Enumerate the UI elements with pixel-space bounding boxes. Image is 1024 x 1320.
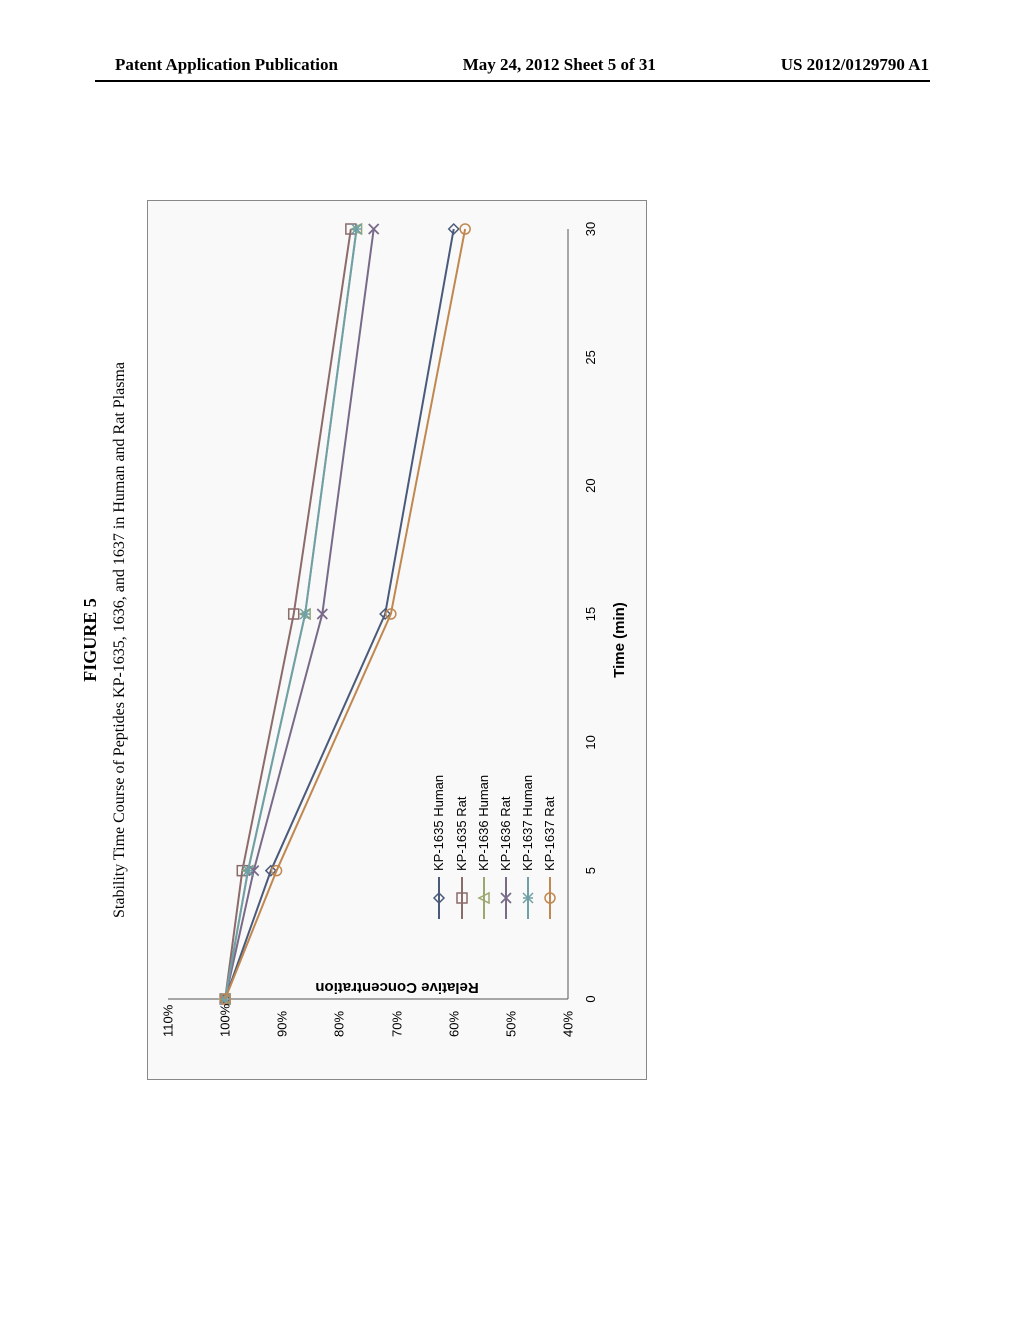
x-tick: 30 (583, 222, 598, 236)
legend-label: KP-1635 Human (428, 775, 450, 871)
legend-item: KP-1636 Human (473, 775, 495, 919)
y-tick: 110% (161, 1005, 176, 1037)
legend-item: KP-1636 Rat (495, 775, 517, 919)
x-tick: 25 (583, 350, 598, 364)
figure-container: FIGURE 5 Stability Time Course of Peptid… (80, 330, 980, 950)
legend-label: KP-1635 Rat (451, 797, 473, 871)
legend-marker (543, 877, 557, 919)
y-tick: 50% (503, 1011, 518, 1037)
x-tick: 10 (583, 735, 598, 749)
legend-label: KP-1637 Rat (539, 797, 561, 871)
legend-label: KP-1636 Rat (495, 797, 517, 871)
y-tick: 90% (275, 1011, 290, 1037)
x-axis-label: Time (min) (611, 602, 628, 678)
legend-item: KP-1635 Human (428, 775, 450, 919)
legend-label: KP-1637 Human (517, 775, 539, 871)
y-tick: 60% (446, 1011, 461, 1037)
figure-title: FIGURE 5 (80, 330, 101, 950)
legend-label: KP-1636 Human (473, 775, 495, 871)
legend-marker (477, 877, 491, 919)
y-tick: 100% (218, 1004, 233, 1037)
legend-item: KP-1635 Rat (451, 775, 473, 919)
x-tick: 0 (583, 995, 598, 1002)
y-tick: 80% (332, 1011, 347, 1037)
legend-marker (521, 877, 535, 919)
figure-subtitle: Stability Time Course of Peptides KP-163… (111, 330, 129, 950)
x-tick: 5 (583, 867, 598, 874)
header-right: US 2012/0129790 A1 (781, 55, 929, 75)
legend-item: KP-1637 Human (517, 775, 539, 919)
legend-marker (455, 877, 469, 919)
series-line (225, 229, 454, 999)
legend-marker (499, 877, 513, 919)
x-tick: 20 (583, 478, 598, 492)
x-tick: 15 (583, 607, 598, 621)
y-tick: 70% (389, 1011, 404, 1037)
series-line (225, 229, 356, 999)
header-center: May 24, 2012 Sheet 5 of 31 (463, 55, 656, 75)
header-left: Patent Application Publication (115, 55, 338, 75)
legend: KP-1635 HumanKP-1635 RatKP-1636 HumanKP-… (428, 775, 561, 919)
chart-box: Relative Concentration Time (min) 40%50%… (147, 200, 647, 1080)
y-tick: 40% (561, 1011, 576, 1037)
legend-marker (432, 877, 446, 919)
header-rule (95, 80, 930, 82)
legend-item: KP-1637 Rat (539, 775, 561, 919)
page-header: Patent Application Publication May 24, 2… (0, 55, 1024, 75)
